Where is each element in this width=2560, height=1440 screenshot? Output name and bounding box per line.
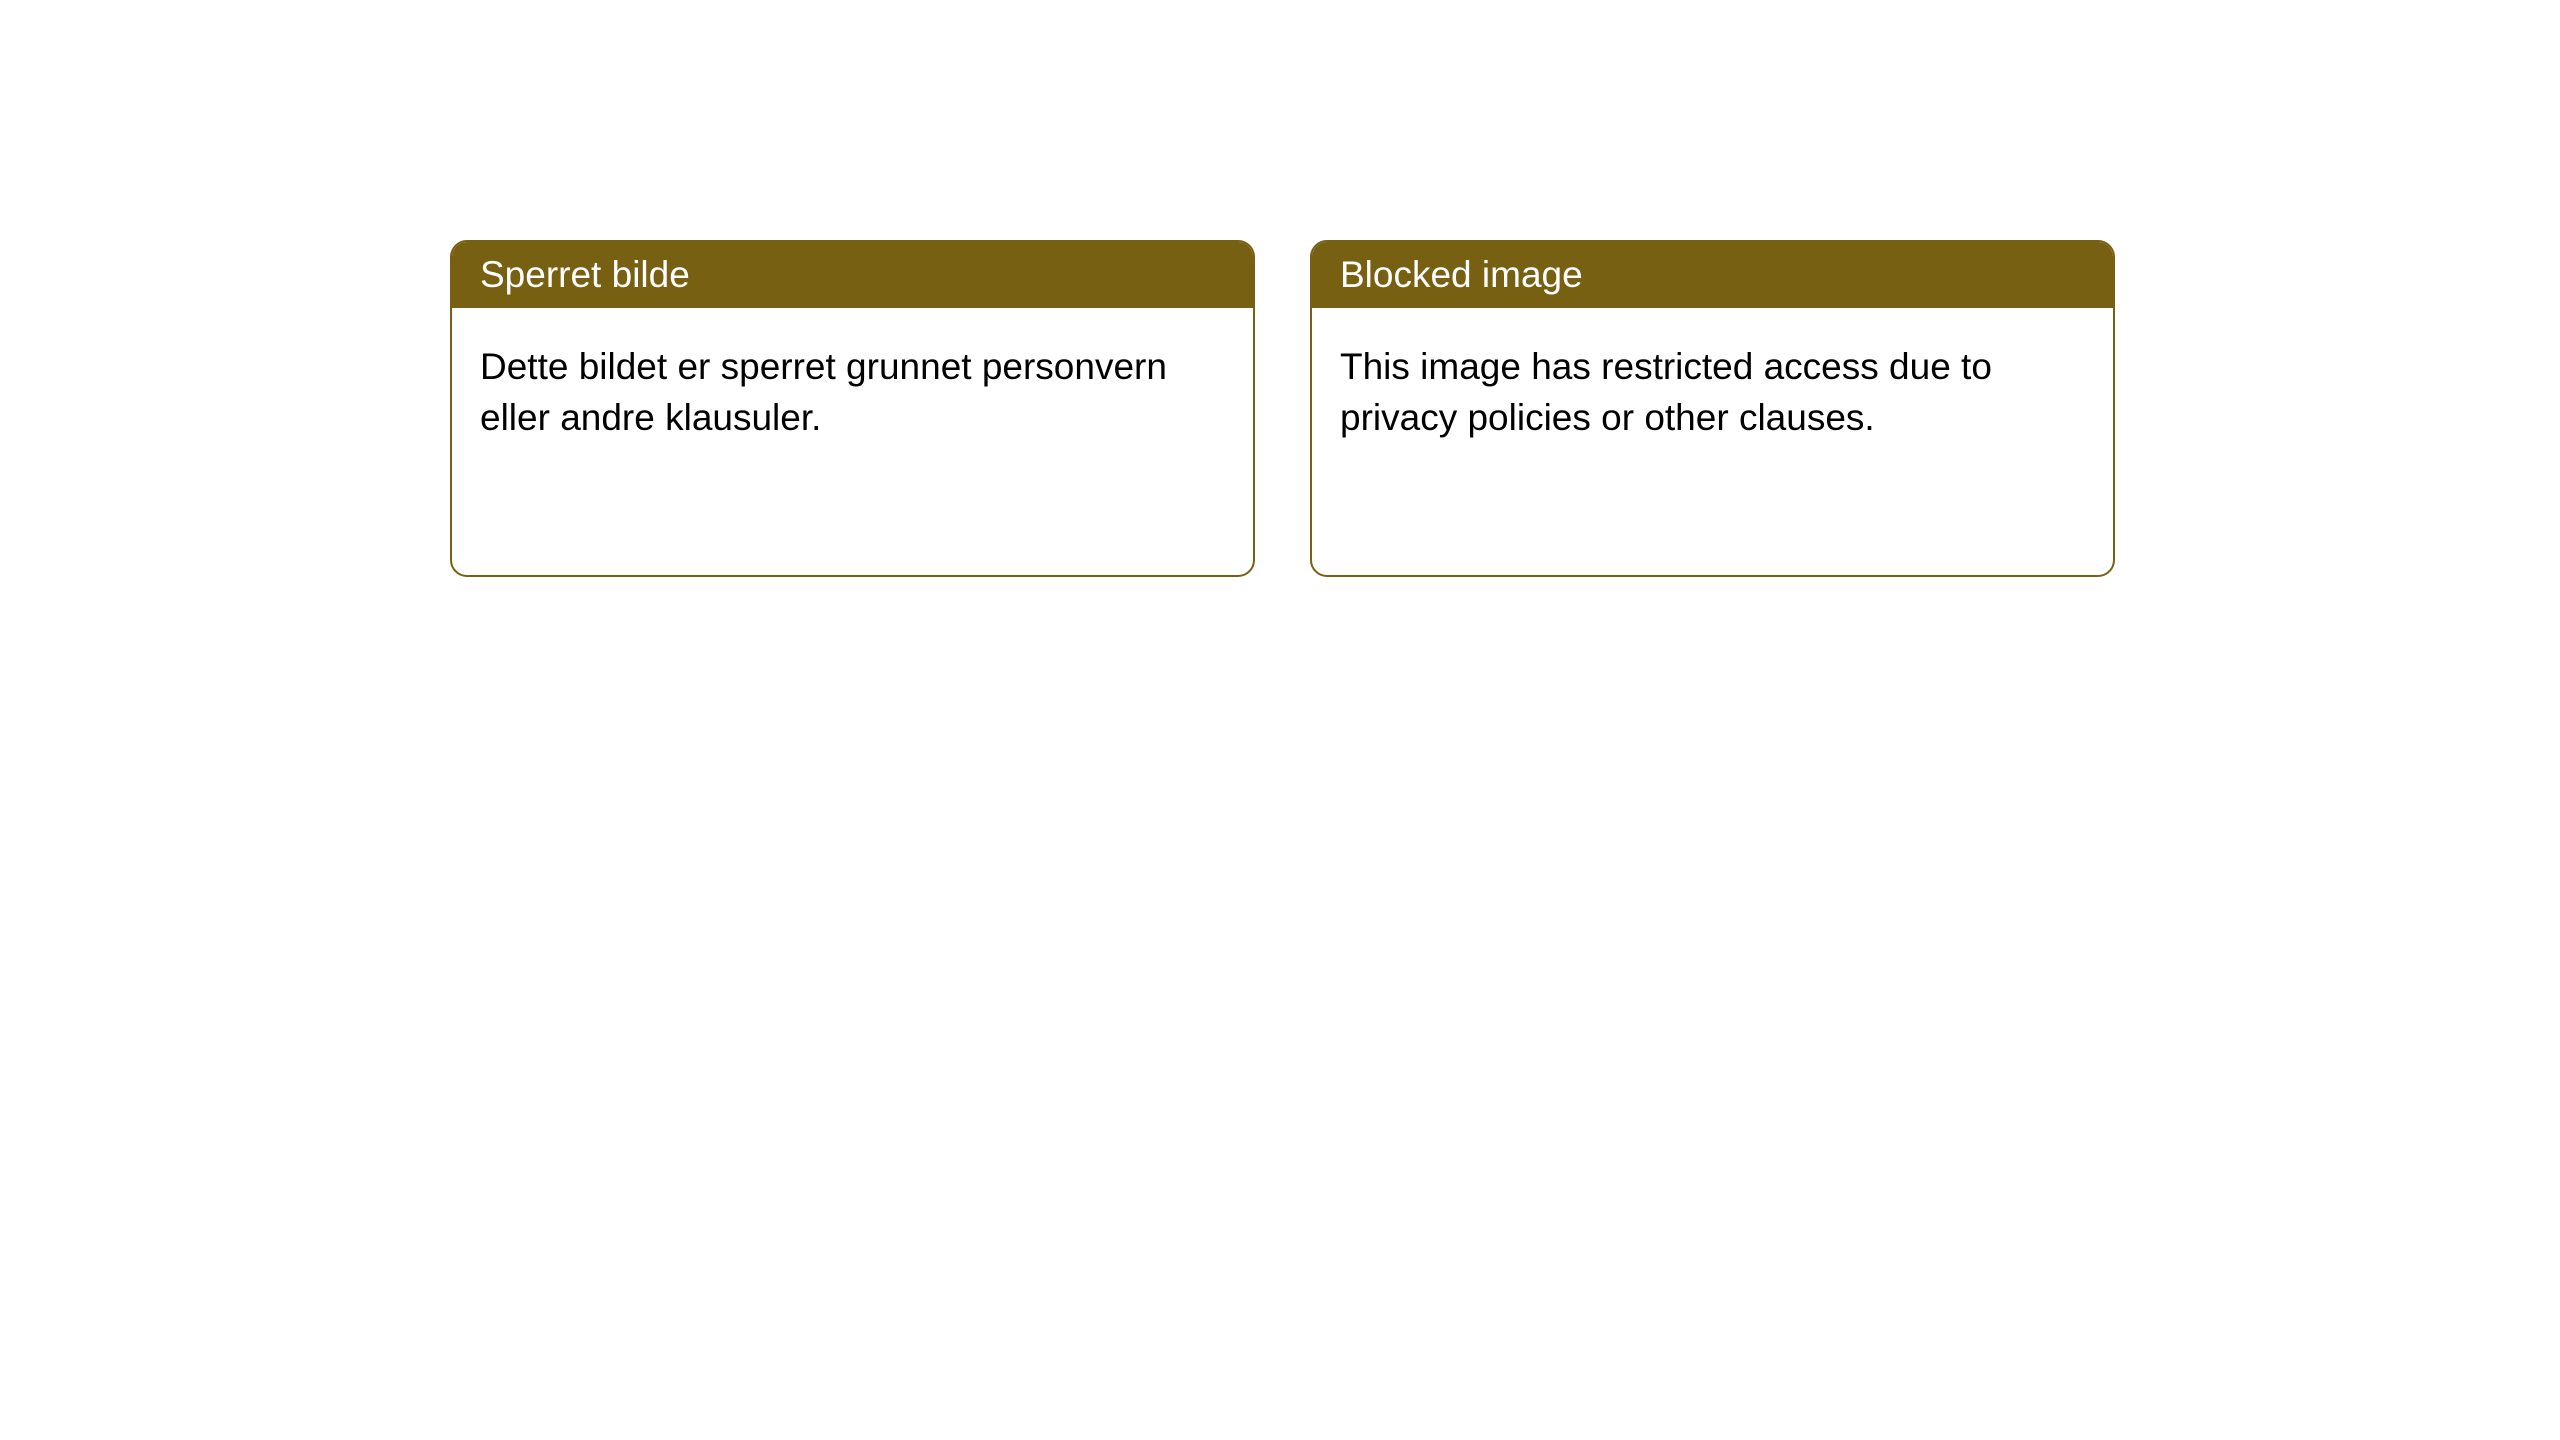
notice-body: This image has restricted access due to … xyxy=(1312,308,2113,476)
notice-body-text: This image has restricted access due to … xyxy=(1340,346,1992,438)
notice-title: Sperret bilde xyxy=(480,254,690,295)
notice-container: Sperret bilde Dette bildet er sperret gr… xyxy=(0,0,2560,577)
notice-card-norwegian: Sperret bilde Dette bildet er sperret gr… xyxy=(450,240,1255,577)
notice-body: Dette bildet er sperret grunnet personve… xyxy=(452,308,1253,476)
notice-title: Blocked image xyxy=(1340,254,1583,295)
notice-card-english: Blocked image This image has restricted … xyxy=(1310,240,2115,577)
notice-body-text: Dette bildet er sperret grunnet personve… xyxy=(480,346,1167,438)
notice-header: Sperret bilde xyxy=(452,242,1253,308)
notice-header: Blocked image xyxy=(1312,242,2113,308)
